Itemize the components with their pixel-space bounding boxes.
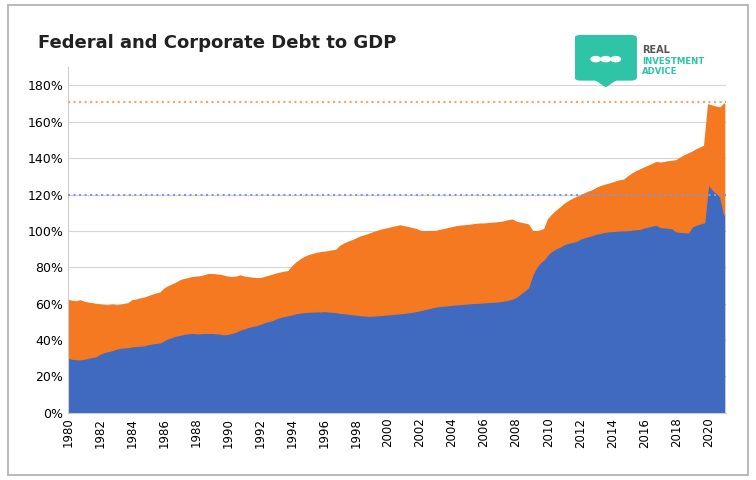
Circle shape bbox=[611, 57, 621, 62]
Text: INVESTMENT: INVESTMENT bbox=[642, 57, 704, 66]
Circle shape bbox=[591, 57, 600, 62]
Text: Federal and Corporate Debt to GDP: Federal and Corporate Debt to GDP bbox=[38, 34, 396, 51]
Text: ADVICE: ADVICE bbox=[642, 67, 677, 76]
Polygon shape bbox=[581, 71, 631, 87]
Circle shape bbox=[601, 57, 611, 62]
FancyBboxPatch shape bbox=[575, 35, 637, 81]
Text: REAL: REAL bbox=[642, 46, 670, 55]
